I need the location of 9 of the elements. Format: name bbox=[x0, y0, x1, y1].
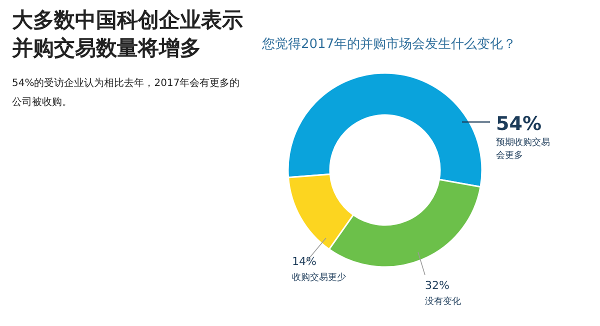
text: 您觉得2017年的并购市场会发生什么变化？ bbox=[261, 37, 516, 52]
data-label: 14% bbox=[292, 255, 316, 268]
text: 54%的受访企业认为相比去年，2017年会有更多的公司被收购。 bbox=[12, 76, 241, 110]
data-label: 32% bbox=[425, 279, 450, 292]
slice-label: 没有变化 bbox=[425, 296, 461, 307]
slice-label: 收购交易更少 bbox=[292, 272, 346, 283]
data-label: 54% bbox=[496, 113, 542, 135]
chart-title: 大多数中国科创企业表示并购交易数量将增多 bbox=[12, 7, 244, 62]
slice-label: 预期收购交易会更多 bbox=[496, 137, 550, 161]
